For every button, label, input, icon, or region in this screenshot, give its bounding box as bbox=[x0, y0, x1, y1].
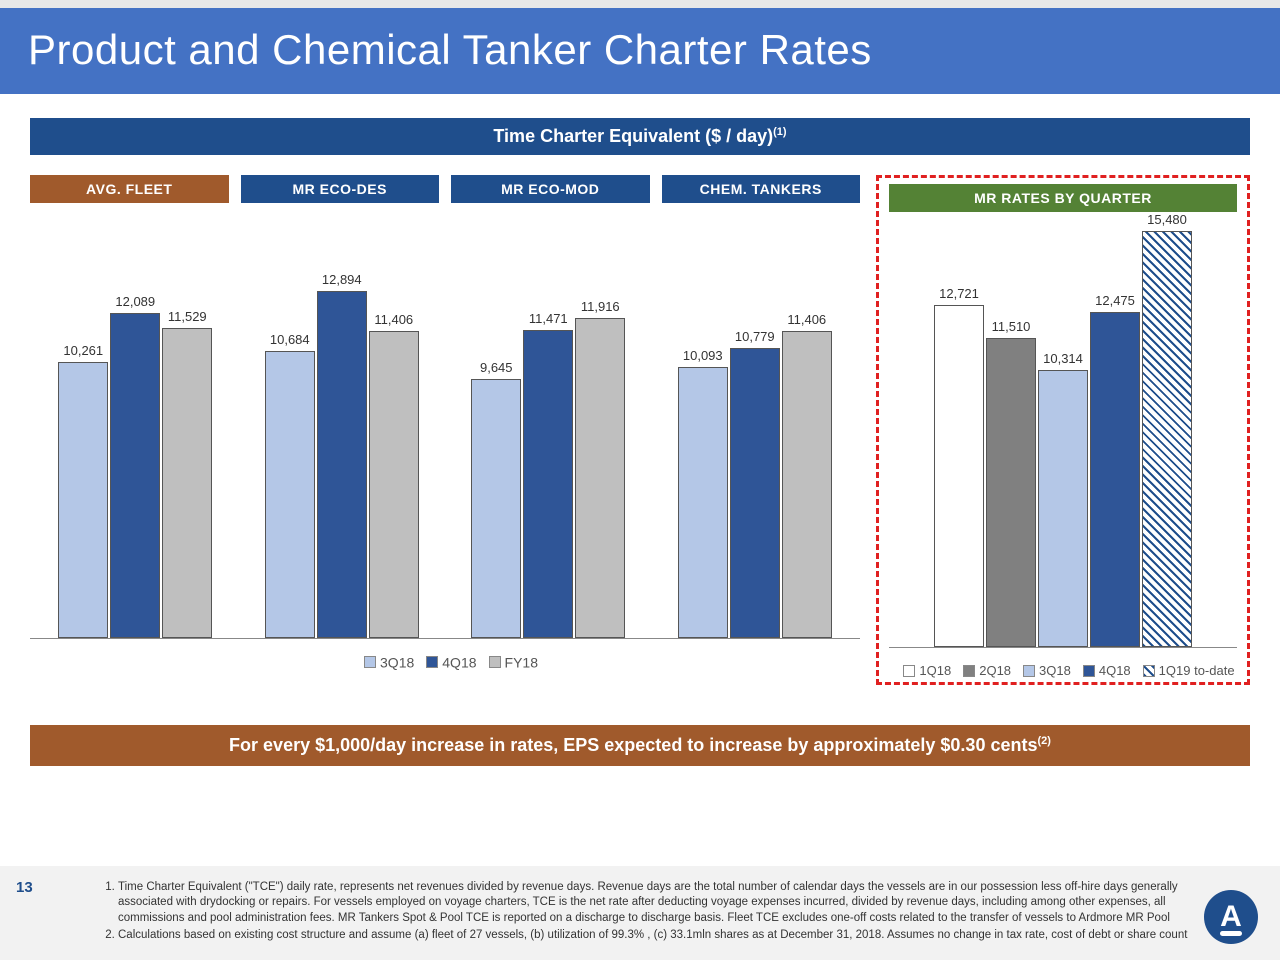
bar-label: 10,779 bbox=[735, 329, 775, 344]
bar-label: 11,916 bbox=[581, 299, 620, 314]
hdr-mr-eco-mod: MR ECO-MOD bbox=[451, 175, 650, 203]
bar-label: 12,089 bbox=[115, 294, 155, 309]
left-legend: 3Q18 4Q18 FY18 bbox=[30, 653, 860, 670]
right-chart-wrap: 12,72111,51010,31412,47515,480 1Q182Q183… bbox=[889, 218, 1237, 678]
page-title: Product and Chemical Tanker Charter Rate… bbox=[28, 26, 1252, 74]
bar-group: 12,72111,51010,31412,47515,480 bbox=[891, 218, 1235, 647]
bar: 11,510 bbox=[986, 338, 1036, 647]
bar-label: 10,093 bbox=[683, 348, 723, 363]
bar: 12,721 bbox=[934, 305, 984, 647]
bar-label: 12,894 bbox=[322, 272, 362, 287]
bar-label: 10,684 bbox=[270, 332, 310, 347]
title-band: Product and Chemical Tanker Charter Rate… bbox=[0, 8, 1280, 94]
bar: 10,779 bbox=[730, 348, 780, 638]
legend-label: FY18 bbox=[505, 654, 538, 670]
bar: 10,684 bbox=[265, 351, 315, 638]
legend-swatch bbox=[1143, 665, 1155, 677]
charts-row: AVG. FLEET MR ECO-DES MR ECO-MOD CHEM. TANK… bbox=[30, 175, 1250, 685]
bar-label: 10,261 bbox=[63, 343, 103, 358]
bar-label: 15,480 bbox=[1147, 212, 1187, 227]
bar-group: 10,68412,89411,406 bbox=[239, 209, 446, 638]
callout-text: For every $1,000/day increase in rates, … bbox=[229, 735, 1037, 755]
hdr-mr-quarter: MR RATES BY QUARTER bbox=[889, 184, 1237, 212]
hdr-chem-tankers: CHEM. TANKERS bbox=[662, 175, 861, 203]
footnote: Calculations based on existing cost stru… bbox=[118, 928, 1210, 944]
content-area: Time Charter Equivalent ($ / day)(1) AVG… bbox=[0, 94, 1280, 766]
legend-label: 2Q18 bbox=[979, 663, 1011, 678]
legend-label: 4Q18 bbox=[442, 654, 476, 670]
bar-label: 9,645 bbox=[480, 360, 513, 375]
page-number: 13 bbox=[16, 878, 33, 898]
footer-area: 13 Time Charter Equivalent ("TCE") daily… bbox=[0, 866, 1280, 960]
right-chart-area: 12,72111,51010,31412,47515,480 bbox=[889, 218, 1237, 648]
bar: 12,894 bbox=[317, 291, 367, 638]
bar-group: 10,09310,77911,406 bbox=[652, 209, 859, 638]
bar-group: 9,64511,47111,916 bbox=[445, 209, 652, 638]
bar-label: 11,471 bbox=[529, 311, 568, 326]
bar-label: 12,721 bbox=[939, 286, 979, 301]
bar: 11,529 bbox=[162, 328, 212, 638]
bar: 10,314 bbox=[1038, 370, 1088, 647]
legend-label: 4Q18 bbox=[1099, 663, 1131, 678]
bar: 15,480 bbox=[1142, 231, 1192, 647]
subtitle-band: Time Charter Equivalent ($ / day)(1) bbox=[30, 118, 1250, 155]
legend-swatch bbox=[426, 656, 438, 668]
legend-swatch bbox=[489, 656, 501, 668]
legend-label: 3Q18 bbox=[380, 654, 414, 670]
legend-label: 1Q19 to-date bbox=[1159, 663, 1235, 678]
legend-swatch bbox=[963, 665, 975, 677]
footnotes-list: Time Charter Equivalent ("TCE") daily ra… bbox=[100, 880, 1210, 944]
legend-swatch bbox=[1083, 665, 1095, 677]
right-legend: 1Q18 2Q18 3Q18 4Q18 1Q19 to-date bbox=[889, 662, 1237, 678]
bar: 12,475 bbox=[1090, 312, 1140, 647]
bar-label: 11,406 bbox=[374, 312, 413, 327]
bar-group: 10,26112,08911,529 bbox=[32, 209, 239, 638]
bar-label: 12,475 bbox=[1095, 293, 1135, 308]
bar-label: 11,529 bbox=[168, 309, 207, 324]
right-chart-block: MR RATES BY QUARTER 12,72111,51010,31412… bbox=[876, 175, 1250, 685]
hdr-mr-eco-des: MR ECO-DES bbox=[241, 175, 440, 203]
callout-band: For every $1,000/day increase in rates, … bbox=[30, 725, 1250, 766]
bar: 9,645 bbox=[471, 379, 521, 638]
left-chart-block: AVG. FLEET MR ECO-DES MR ECO-MOD CHEM. TANK… bbox=[30, 175, 860, 670]
bar-label: 11,406 bbox=[787, 312, 826, 327]
left-chart-area: 10,26112,08911,52910,68412,89411,4069,64… bbox=[30, 209, 860, 639]
right-headers-row: MR RATES BY QUARTER bbox=[889, 184, 1237, 212]
legend-swatch bbox=[364, 656, 376, 668]
hdr-avg-fleet: AVG. FLEET bbox=[30, 175, 229, 203]
legend-swatch bbox=[1023, 665, 1035, 677]
bar: 11,471 bbox=[523, 330, 573, 638]
company-logo: A bbox=[1204, 890, 1258, 944]
bar: 11,406 bbox=[369, 331, 419, 638]
bar: 11,916 bbox=[575, 318, 625, 638]
bar: 12,089 bbox=[110, 313, 160, 638]
footnote: Time Charter Equivalent ("TCE") daily ra… bbox=[118, 880, 1210, 927]
left-chart-wrap: 10,26112,08911,52910,68412,89411,4069,64… bbox=[30, 209, 860, 670]
bar-label: 10,314 bbox=[1043, 351, 1083, 366]
bar: 11,406 bbox=[782, 331, 832, 638]
logo-underline bbox=[1220, 931, 1242, 936]
bar: 10,093 bbox=[678, 367, 728, 638]
callout-sup: (2) bbox=[1037, 735, 1050, 747]
bar: 10,261 bbox=[58, 362, 108, 638]
top-strip bbox=[0, 0, 1280, 8]
bar-label: 11,510 bbox=[992, 319, 1031, 334]
legend-swatch bbox=[903, 665, 915, 677]
subtitle-sup: (1) bbox=[773, 126, 786, 138]
legend-label: 1Q18 bbox=[919, 663, 951, 678]
subtitle-text: Time Charter Equivalent ($ / day) bbox=[493, 126, 773, 146]
legend-label: 3Q18 bbox=[1039, 663, 1071, 678]
left-headers-row: AVG. FLEET MR ECO-DES MR ECO-MOD CHEM. TANK… bbox=[30, 175, 860, 203]
